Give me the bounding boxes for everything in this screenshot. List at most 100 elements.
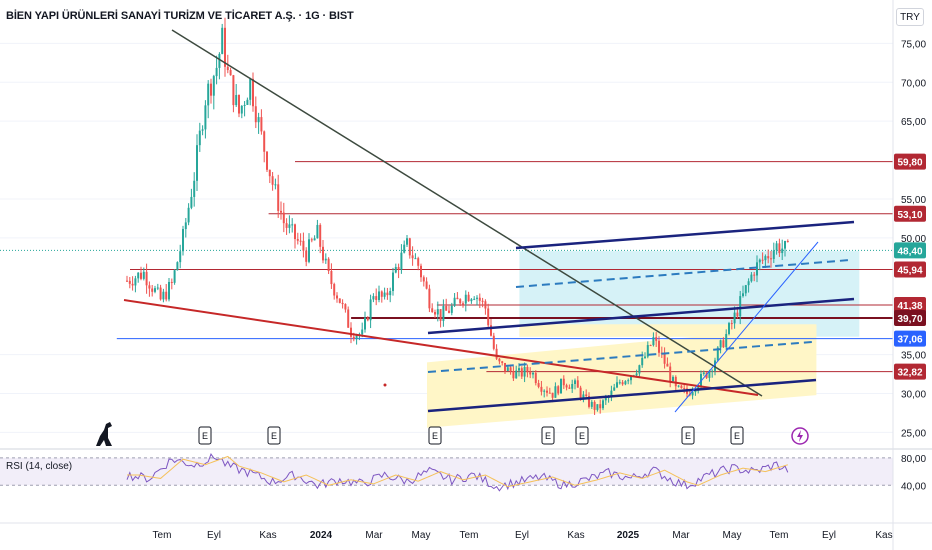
candle-body bbox=[145, 271, 148, 286]
chart-title: BİEN YAPI ÜRÜNLERİ SANAYİ TURİZM VE TİCA… bbox=[6, 10, 354, 22]
currency-button[interactable]: TRY bbox=[896, 8, 924, 26]
candle-body bbox=[716, 347, 719, 361]
price-tag-label: 32,82 bbox=[897, 368, 922, 379]
candle-body bbox=[529, 372, 532, 375]
x-axis: Tem Eyl Kas 2024 Mar May Tem Eyl Kas 2025 Mar May Te… bbox=[0, 522, 932, 541]
candle-body bbox=[198, 130, 201, 146]
candle-body bbox=[126, 280, 128, 282]
rsi-line bbox=[126, 453, 789, 492]
candle-body bbox=[548, 392, 551, 394]
lower-channel-bottom bbox=[427, 378, 817, 413]
candle-body bbox=[702, 372, 705, 374]
candle-body bbox=[336, 295, 338, 299]
candle-body bbox=[691, 392, 694, 396]
price-tag-bg bbox=[894, 153, 926, 170]
candle-body bbox=[599, 404, 602, 409]
candle-body bbox=[756, 262, 758, 276]
candle-body bbox=[352, 336, 355, 340]
candle-body bbox=[722, 340, 725, 348]
candle-body bbox=[296, 239, 299, 241]
y-tick-label: 50,00 bbox=[901, 234, 926, 245]
candle-body bbox=[630, 376, 632, 381]
candle-body bbox=[557, 386, 560, 394]
candle-body bbox=[621, 382, 624, 385]
price-tag-label: 41,38 bbox=[897, 301, 922, 312]
price-tag: 53,10 bbox=[894, 205, 926, 222]
candle-body bbox=[308, 239, 310, 262]
candle-body bbox=[593, 401, 596, 410]
x-tick-label: Kas bbox=[567, 530, 584, 541]
candle-body bbox=[268, 169, 271, 177]
candle-body bbox=[579, 387, 582, 398]
candle-body bbox=[212, 76, 215, 96]
x-tick-label: Eyl bbox=[207, 530, 221, 541]
candle-body bbox=[646, 345, 649, 357]
candle-body bbox=[613, 387, 616, 391]
candle-body bbox=[739, 296, 742, 317]
candle-body bbox=[282, 212, 285, 224]
candle-body bbox=[778, 243, 781, 254]
candle-body bbox=[448, 310, 450, 313]
candle-body bbox=[767, 256, 770, 259]
x-tick-label: Eyl bbox=[515, 530, 529, 541]
candle-body bbox=[347, 309, 350, 328]
candle-body bbox=[131, 283, 134, 286]
channel-bottom bbox=[427, 297, 855, 335]
candle-body bbox=[154, 288, 156, 292]
price-tag-label: 45,94 bbox=[897, 265, 922, 276]
candle-body bbox=[618, 382, 621, 384]
earnings-marker bbox=[541, 426, 555, 445]
price-tag-label: 53,10 bbox=[897, 210, 922, 221]
candles bbox=[126, 17, 789, 415]
candle-body bbox=[576, 380, 579, 388]
candle-body bbox=[635, 373, 638, 376]
marker-dot bbox=[383, 383, 387, 387]
channel-top bbox=[515, 220, 855, 250]
candle-body bbox=[137, 272, 140, 279]
candle-body bbox=[333, 284, 336, 296]
price-tag-label: 39,70 bbox=[897, 314, 922, 325]
candle-body bbox=[226, 66, 229, 71]
candle-body bbox=[142, 271, 145, 279]
candle-body bbox=[369, 299, 372, 321]
candle-body bbox=[775, 243, 778, 251]
candle-body bbox=[624, 381, 627, 385]
candle-body bbox=[669, 366, 672, 382]
candle-body bbox=[658, 340, 660, 353]
candle-body bbox=[772, 250, 775, 260]
candle-body bbox=[243, 104, 246, 106]
candle-body bbox=[506, 367, 509, 372]
candle-body bbox=[134, 278, 137, 286]
candle-body bbox=[176, 262, 179, 271]
candle-body bbox=[274, 184, 277, 186]
candle-body bbox=[207, 83, 210, 106]
candle-body bbox=[428, 288, 431, 309]
trend-lines bbox=[123, 29, 855, 413]
candle-body bbox=[420, 265, 422, 278]
y-tick-label: 70,00 bbox=[901, 78, 926, 89]
candle-body bbox=[235, 95, 238, 106]
candle-body bbox=[246, 99, 249, 105]
candle-body bbox=[400, 252, 403, 270]
candle-body bbox=[257, 117, 260, 123]
candle-body bbox=[252, 78, 254, 107]
candle-body bbox=[224, 27, 226, 67]
candle-body bbox=[515, 370, 518, 379]
candle-body bbox=[260, 117, 263, 132]
candle-body bbox=[747, 281, 750, 286]
candle-body bbox=[495, 348, 498, 359]
candle-body bbox=[683, 388, 686, 390]
earnings-marker-label: E bbox=[579, 431, 585, 441]
y-tick-label: 30,00 bbox=[901, 390, 926, 401]
downtrend-line bbox=[171, 29, 763, 397]
candle-body bbox=[459, 299, 462, 304]
candle-body bbox=[590, 401, 593, 407]
candle-body bbox=[509, 367, 512, 372]
horizontal-levels bbox=[0, 161, 893, 373]
earnings-marker bbox=[198, 426, 212, 445]
candle-body bbox=[417, 258, 420, 266]
price-tag-bg bbox=[894, 242, 926, 259]
candle-body bbox=[445, 306, 448, 311]
